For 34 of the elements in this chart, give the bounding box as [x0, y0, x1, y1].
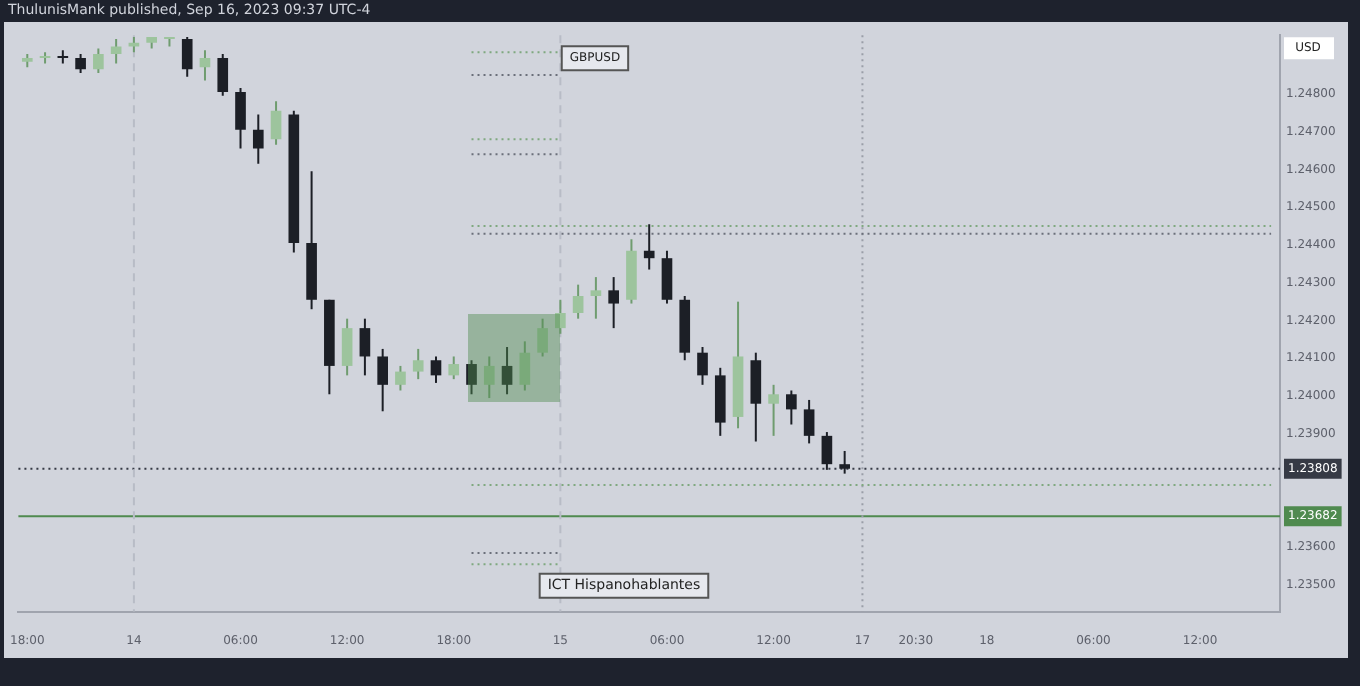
candlestick — [714, 366, 726, 437]
candlestick — [572, 283, 584, 320]
candlestick — [341, 317, 353, 377]
candlestick — [252, 113, 264, 165]
candlestick — [395, 364, 406, 392]
candlestick — [93, 47, 104, 74]
candlestick — [697, 346, 708, 386]
candlestick — [75, 53, 86, 74]
candlestick — [519, 340, 531, 392]
candlestick — [839, 449, 850, 475]
candlestick — [590, 276, 602, 320]
candlestick — [466, 359, 477, 396]
candlestick — [359, 317, 371, 377]
candlestick — [412, 347, 424, 381]
candlestick — [750, 351, 762, 443]
candlestick — [803, 398, 815, 445]
candlestick — [501, 346, 513, 396]
candlestick — [768, 383, 779, 437]
candlestick — [643, 223, 655, 271]
candlestick — [57, 49, 69, 65]
candlestick — [555, 298, 566, 335]
candlestick — [430, 355, 442, 384]
candlestick — [217, 53, 229, 97]
candlestick — [821, 431, 833, 471]
candlestick — [235, 87, 246, 150]
candlestick — [377, 347, 388, 413]
candlestick — [661, 249, 673, 305]
candlestick — [483, 355, 495, 400]
candlestick — [608, 276, 619, 330]
candlestick — [448, 355, 460, 381]
candlestick — [181, 36, 193, 78]
candlestick — [270, 100, 282, 146]
candlestick — [786, 389, 797, 426]
candlestick — [537, 317, 548, 358]
